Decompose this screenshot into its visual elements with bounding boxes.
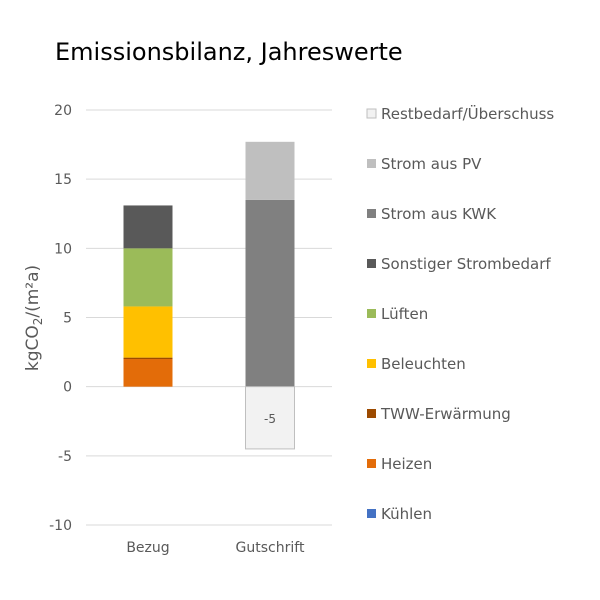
y-tick-label: 20: [54, 103, 72, 119]
bar-bezug-sonstiger-strombedarf: [123, 205, 173, 249]
bar-bezug-heizen: [123, 359, 173, 387]
legend-label: Lüften: [381, 305, 428, 323]
category-label: Gutschrift: [236, 540, 305, 556]
bar-gutschrift-restbedarf-überschuss: [245, 386, 295, 450]
data-label: -5: [264, 412, 276, 426]
y-tick-label: -10: [49, 518, 72, 534]
legend-label: Strom aus KWK: [381, 205, 497, 223]
legend-swatch: [366, 108, 377, 119]
legend-swatch: [367, 509, 376, 518]
legend-label: Sonstiger Strombedarf: [381, 255, 551, 273]
bar-gutschrift-strom-aus-pv: [245, 141, 295, 200]
y-tick-label: 15: [54, 172, 72, 188]
bar-bezug-tww-erwärmung: [123, 357, 173, 359]
category-labels: Bezug Gutschrift: [126, 540, 305, 556]
legend-label: Kühlen: [381, 505, 432, 523]
y-tick-label: 10: [54, 241, 72, 257]
legend-swatch: [367, 309, 376, 318]
y-tick-label: 5: [63, 311, 72, 327]
y-tick-label: 0: [63, 380, 72, 396]
legend-swatch: [367, 209, 376, 218]
legend-label: TWW-Erwärmung: [380, 405, 511, 423]
legend-swatch: [367, 409, 376, 418]
y-tick-label: -5: [58, 449, 72, 465]
bars: [123, 141, 295, 450]
legend-swatch: [367, 259, 376, 268]
legend-swatch: [367, 459, 376, 468]
legend-swatch: [367, 159, 376, 168]
legend-swatch: [367, 359, 376, 368]
bar-bezug-beleuchten: [123, 306, 173, 358]
legend: Restbedarf/Überschuss Strom aus PV Strom a…: [366, 104, 554, 523]
bar-gutschrift-strom-aus-kwk: [245, 199, 295, 387]
legend-label: Strom aus PV: [381, 155, 482, 173]
category-label: Bezug: [126, 540, 169, 556]
chart-title: Emissionsbilanz, Jahreswerte: [55, 38, 403, 66]
legend-label: Restbedarf/Überschuss: [381, 104, 554, 123]
legend-label: Heizen: [381, 455, 432, 473]
y-axis-ticks: 20 15 10 5 0 -5 -10: [49, 103, 72, 534]
data-labels: -5: [264, 412, 276, 426]
gridlines: [86, 109, 332, 526]
legend-label: Beleuchten: [381, 355, 466, 373]
y-axis-label: kgCO2/(m²a): [23, 265, 45, 371]
bar-bezug-lüften: [123, 248, 173, 307]
